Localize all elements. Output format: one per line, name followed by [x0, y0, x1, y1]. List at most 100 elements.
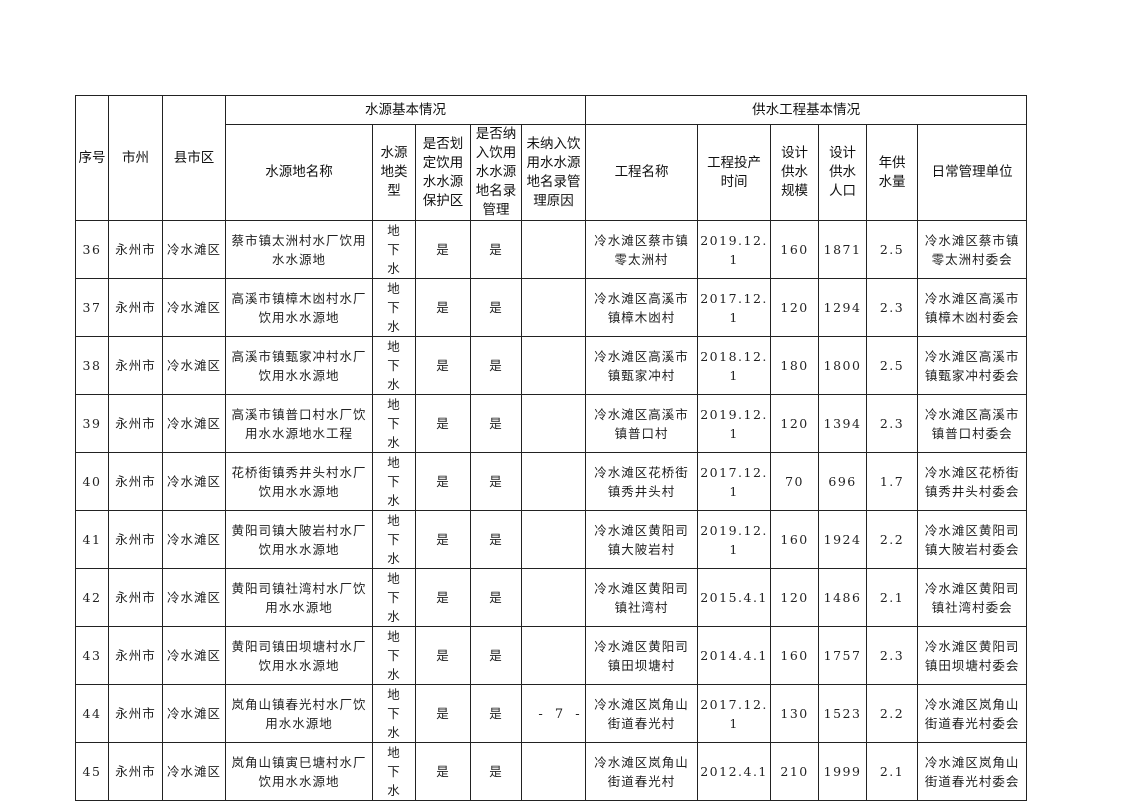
cell-city: 永州市: [108, 684, 163, 743]
table-row: 37 永州市 冷水滩区 高溪市镇樟木凼村水厂饮用水水源地 地下水是是冷水滩区高溪市镇樟木…: [75, 278, 1028, 337]
cell-source-type: 地下水: [372, 394, 416, 453]
cell-project-name: 冷水滩区黄阳司镇社湾村: [585, 568, 699, 627]
cell-protected: 是: [415, 626, 471, 685]
header-manager: 日常管理单位: [917, 124, 1028, 221]
cell-design-scale: 120: [770, 394, 820, 453]
cell-seq: 39: [75, 394, 109, 453]
cell-city: 永州市: [108, 452, 163, 511]
cell-protected: 是: [415, 510, 471, 569]
cell-design-pop: 1999: [818, 742, 868, 801]
cell-protected: 是: [415, 220, 471, 279]
cell-county: 冷水滩区: [162, 278, 226, 337]
cell-project-name: 冷水滩区岚角山街道春光村: [585, 742, 699, 801]
cell-protected: 是: [415, 452, 471, 511]
header-design-pop: 设计供水人口: [818, 124, 868, 221]
cell-city: 永州市: [108, 568, 163, 627]
cell-city: 永州市: [108, 336, 163, 395]
cell-design-scale: 210: [770, 742, 820, 801]
cell-design-scale: 120: [770, 568, 820, 627]
cell-design-scale: 160: [770, 510, 820, 569]
header-city: 市州: [108, 95, 163, 221]
header-seq: 序号: [75, 95, 109, 221]
cell-city: 永州市: [108, 626, 163, 685]
cell-not-listed-reason: [520, 220, 587, 279]
cell-not-listed-reason: [520, 742, 587, 801]
cell-design-pop: 1486: [818, 568, 868, 627]
cell-city: 永州市: [108, 220, 163, 279]
header-county: 县市区: [162, 95, 226, 221]
cell-project-name: 冷水滩区黄阳司镇大陂岩村: [585, 510, 699, 569]
cell-source-type: 地下水: [372, 278, 416, 337]
cell-manager: 冷水滩区黄阳司镇田坝塘村委会: [917, 626, 1028, 685]
table-row: 41 永州市 冷水滩区 黄阳司镇大陂岩村水厂饮用水水源地 地下水是是冷水滩区黄阳司镇大陂…: [75, 510, 1028, 569]
header-group-source: 水源基本情况: [224, 95, 587, 125]
cell-source-type: 地下水: [372, 568, 416, 627]
cell-source-name: 岚角山镇春光村水厂饮用水水源地: [225, 684, 373, 743]
cell-seq: 43: [75, 626, 109, 685]
cell-not-listed-reason: [520, 278, 587, 337]
cell-source-type: 地下水: [372, 510, 416, 569]
cell-annual-supply: 2.3: [866, 626, 919, 685]
cell-protected: 是: [415, 336, 471, 395]
cell-project-name: 冷水滩区蔡市镇零太洲村: [585, 220, 699, 279]
cell-start-time: 2019.12.1: [697, 510, 772, 569]
cell-start-time: 2017.12.1: [697, 452, 772, 511]
cell-start-time: 2015.4.1: [697, 568, 772, 627]
cell-design-scale: 70: [770, 452, 820, 511]
cell-source-type: 地下水: [372, 336, 416, 395]
cell-manager: 冷水滩区岚角山街道春光村委会: [917, 684, 1028, 743]
cell-county: 冷水滩区: [162, 394, 226, 453]
cell-annual-supply: 2.3: [866, 278, 919, 337]
cell-source-name: 高溪市镇甄家冲村水厂饮用水水源地: [225, 336, 373, 395]
cell-source-type: 地下水: [372, 742, 416, 801]
cell-seq: 40: [75, 452, 109, 511]
cell-design-scale: 120: [770, 278, 820, 337]
cell-design-pop: 1294: [818, 278, 868, 337]
cell-city: 永州市: [108, 394, 163, 453]
cell-start-time: 2019.12.1: [697, 394, 772, 453]
cell-seq: 38: [75, 336, 109, 395]
cell-project-name: 冷水滩区高溪市镇甄家冲村: [585, 336, 699, 395]
cell-seq: 44: [75, 684, 109, 743]
cell-not-listed-reason: [520, 336, 587, 395]
cell-design-pop: 696: [818, 452, 868, 511]
cell-annual-supply: 1.7: [866, 452, 919, 511]
cell-start-time: 2019.12.1: [697, 220, 772, 279]
header-source-name: 水源地名称: [225, 124, 373, 221]
header-design-scale: 设计供水规模: [770, 124, 820, 221]
cell-manager: 冷水滩区高溪市镇甄家冲村委会: [917, 336, 1028, 395]
cell-not-listed-reason: [520, 510, 587, 569]
cell-design-pop: 1800: [818, 336, 868, 395]
cell-county: 冷水滩区: [162, 220, 226, 279]
cell-annual-supply: 2.1: [866, 742, 919, 801]
cell-city: 永州市: [108, 278, 163, 337]
cell-seq: 42: [75, 568, 109, 627]
cell-design-pop: 1394: [818, 394, 868, 453]
cell-protected: 是: [415, 394, 471, 453]
cell-listed: 是: [470, 394, 522, 453]
cell-source-name: 高溪市镇樟木凼村水厂饮用水水源地: [225, 278, 373, 337]
cell-not-listed-reason: [520, 394, 587, 453]
cell-listed: 是: [470, 510, 522, 569]
cell-county: 冷水滩区: [162, 452, 226, 511]
cell-source-name: 黄阳司镇社湾村水厂饮用水水源地: [225, 568, 373, 627]
table-row: 42 永州市 冷水滩区 黄阳司镇社湾村水厂饮用水水源地 地下水是是冷水滩区黄阳司镇社湾村…: [75, 568, 1028, 627]
cell-manager: 冷水滩区蔡市镇零太洲村委会: [917, 220, 1028, 279]
cell-source-type: 地下水: [372, 626, 416, 685]
cell-annual-supply: 2.2: [866, 684, 919, 743]
header-source-type: 水源地类型: [372, 124, 416, 221]
cell-project-name: 冷水滩区高溪市镇樟木凼村: [585, 278, 699, 337]
header-project-name: 工程名称: [585, 124, 699, 221]
cell-source-name: 黄阳司镇大陂岩村水厂饮用水水源地: [225, 510, 373, 569]
cell-annual-supply: 2.5: [866, 220, 919, 279]
water-source-table: 序号 市州 县市区 水源基本情况 供水工程基本情况 水源地名称 水源地类型 是否…: [75, 95, 1028, 801]
cell-protected: 是: [415, 742, 471, 801]
cell-manager: 冷水滩区岚角山街道春光村委会: [917, 742, 1028, 801]
cell-city: 永州市: [108, 742, 163, 801]
cell-listed: 是: [470, 742, 522, 801]
cell-listed: 是: [470, 626, 522, 685]
cell-annual-supply: 2.3: [866, 394, 919, 453]
cell-protected: 是: [415, 278, 471, 337]
cell-county: 冷水滩区: [162, 568, 226, 627]
header-annual-supply: 年供水量: [866, 124, 919, 221]
